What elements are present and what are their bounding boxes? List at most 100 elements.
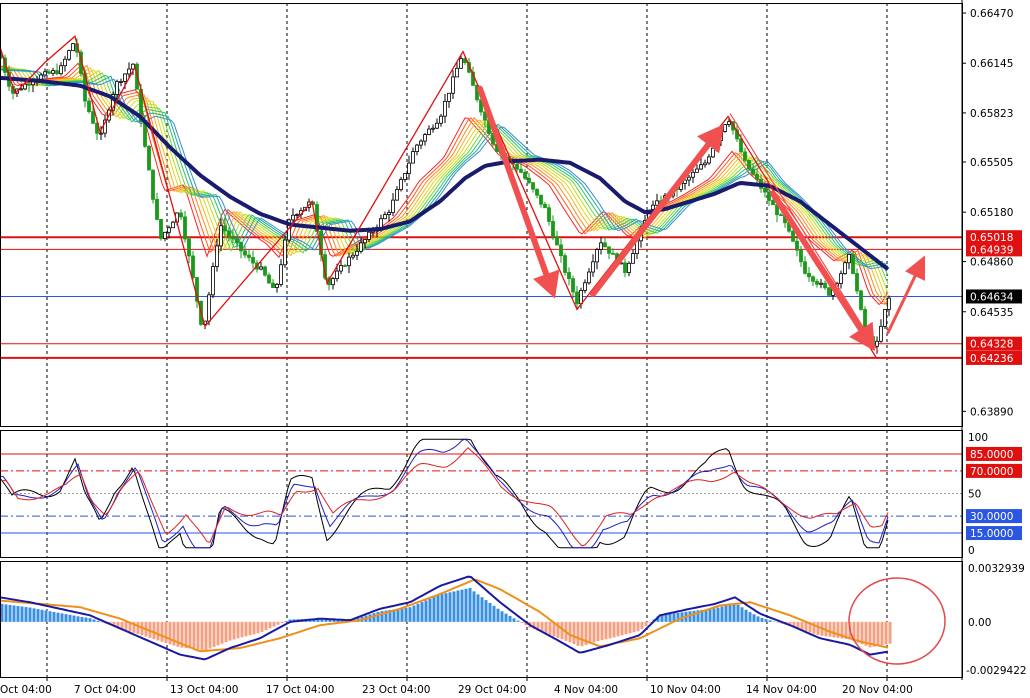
candle-body [163,231,167,239]
candle-body [883,309,887,327]
candle-body [803,261,807,274]
candle-body [599,242,603,250]
macd-histogram-bar [288,619,292,622]
macd-histogram-bar [268,621,272,629]
trend-arrow-shaft [770,190,864,333]
macd-histogram-bar [844,621,848,639]
macd-histogram-bar [664,614,668,622]
candle-body [267,274,271,284]
candle-body [219,225,223,247]
osc-tick-label: 100 [968,432,988,444]
macd-histogram-bar [336,619,340,622]
candle-body [859,290,863,310]
candle-body [167,227,171,233]
macd-histogram-bar [124,621,128,631]
candle-body [407,162,411,175]
macd-histogram-bar [340,619,344,622]
candle-body [159,219,163,239]
macd-histogram-bar [548,621,552,636]
macd-histogram-bar [600,621,604,641]
macd-histogram-bar [256,621,260,634]
macd-histogram-bar [320,618,324,622]
macd-histogram-bar [40,609,44,622]
price-level-label: 0.64328 [970,339,1013,351]
macd-histogram-bar [16,606,20,622]
candle-body [387,212,391,215]
candle-body [39,74,43,80]
macd-histogram-bar [220,621,224,644]
candle-body [691,171,695,178]
candle-body [443,100,447,117]
candle-body [771,200,775,206]
macd-histogram-bar [604,621,608,640]
stochastic-line [0,438,889,549]
candle-body [747,159,751,170]
macd-histogram-bar [84,617,88,622]
candle-body [127,68,131,75]
candle-body [623,262,627,273]
ma-ribbon-line [0,69,889,270]
zigzag-line [0,35,877,358]
macd-histogram-bar [184,621,188,649]
ma-ribbon-line [0,67,889,303]
candle-body [291,214,295,221]
candle-body [391,199,395,213]
macd-histogram-bar [332,619,336,622]
candle-body [519,168,523,173]
macd-histogram-bar [616,621,620,637]
candle-body [851,254,855,274]
macd-histogram-bar [112,621,116,627]
macd-histogram-bar [156,621,160,641]
candle-body [703,162,707,166]
candle-body [763,187,767,193]
candle-body [583,282,587,291]
candle-body [235,238,239,243]
macd-tick-label: -0.0029422 [966,665,1027,677]
candle-body [823,282,827,289]
macd-histogram-bar [648,621,652,623]
macd-histogram-bar [488,602,492,622]
macd-histogram-bar [816,621,820,635]
macd-histogram-bar [8,604,12,622]
candle-body [815,280,819,285]
candle-body [51,70,55,74]
candle-body [47,71,51,74]
macd-histogram-bar [260,621,264,632]
macd-histogram-bar [740,607,744,622]
candle-body [655,200,659,206]
macd-histogram-bar [716,607,720,622]
osc-level-label: 30.0000 [970,511,1013,523]
osc-level-label: 15.0000 [970,528,1013,540]
macd-histogram-bar [400,608,404,622]
macd-histogram-bar [632,621,636,633]
osc-level-tag [966,446,1022,461]
macd-histogram-bar [812,621,816,634]
macd-histogram-bar [508,615,512,622]
macd-histogram-bar [196,621,200,650]
macd-histogram-bar [380,611,384,622]
candle-body [543,203,547,209]
macd-histogram-bar [468,587,472,622]
candle-body [755,173,759,180]
osc-level-tag [966,509,1022,524]
trend-arrow-shaft [886,274,917,335]
macd-histogram-bar [484,600,488,622]
macd-tick-label: 0.00 [968,617,991,629]
candle-body [723,124,727,132]
highlight-circle [848,577,946,665]
macd-histogram-bar [800,621,804,630]
candle-body [531,182,535,190]
macd-histogram-bar [432,597,436,622]
candle-body [43,71,47,76]
candle-body [207,294,211,322]
macd-histogram-bar [560,621,564,640]
macd-histogram-bar [280,621,284,623]
macd-histogram-bar [244,621,248,637]
macd-histogram-bar [540,621,544,633]
candle-body [123,73,127,82]
candle-body [751,168,755,175]
macd-histogram-bar [60,613,64,622]
candle-body [603,242,607,248]
macd-histogram-bar [28,607,32,622]
macd-signal-line [0,578,889,653]
